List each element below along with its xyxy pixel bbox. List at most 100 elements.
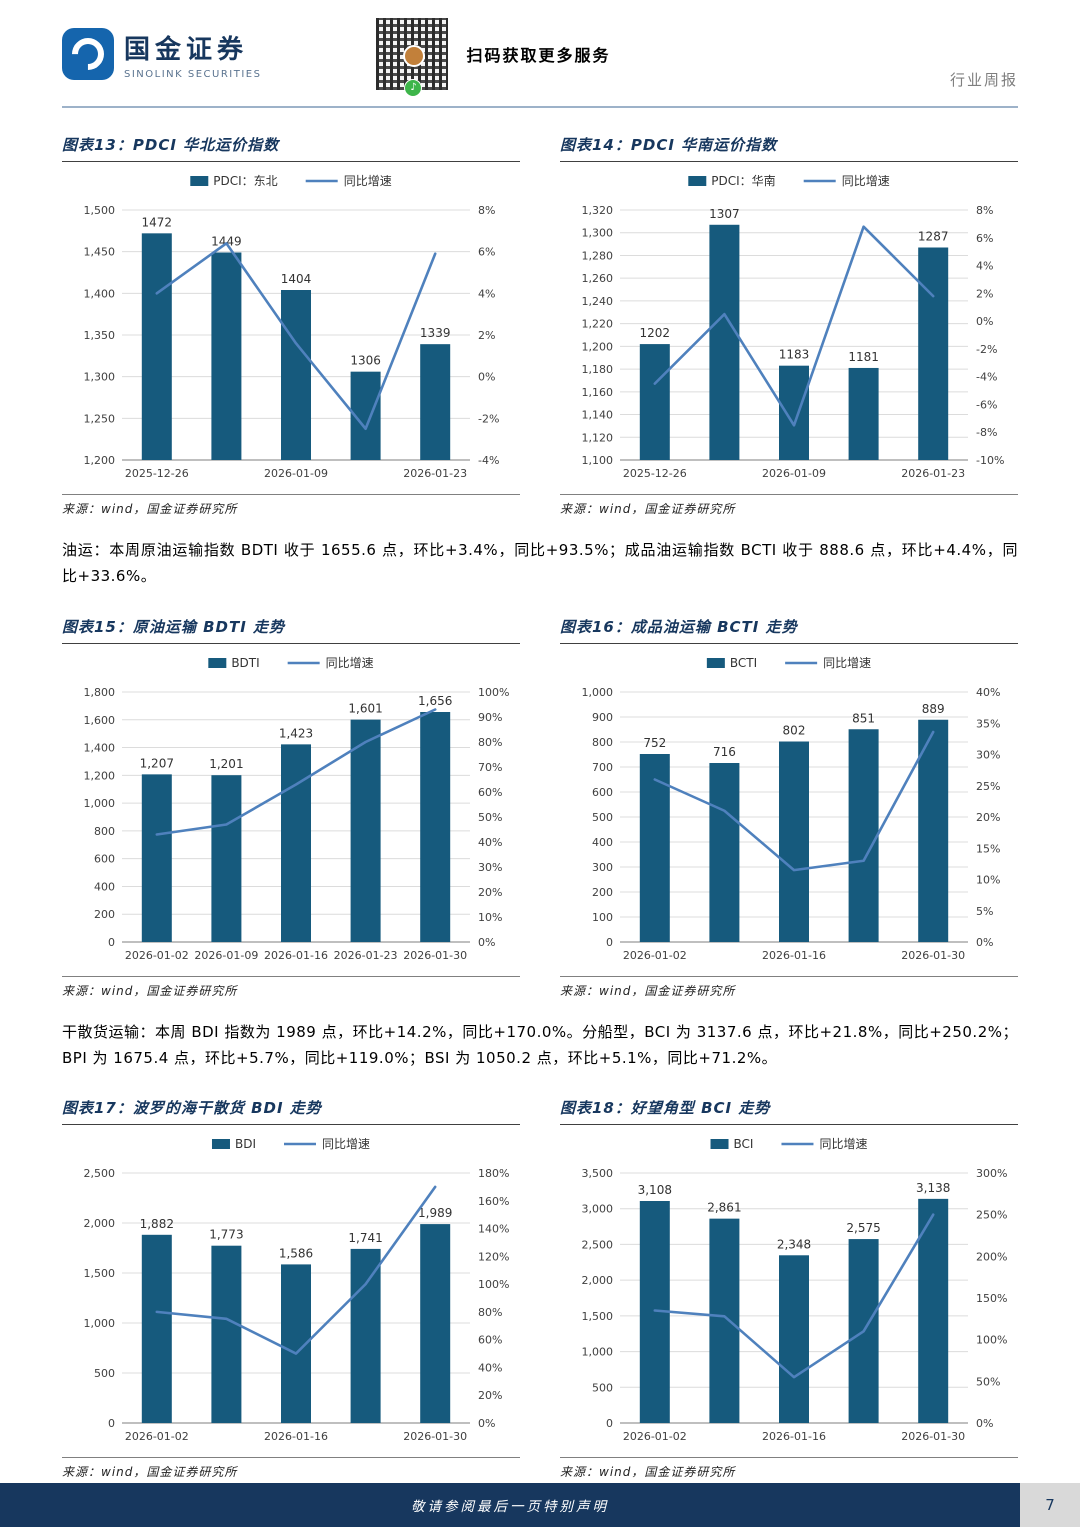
sinolink-logo-icon — [62, 28, 114, 80]
svg-text:1,280: 1,280 — [582, 249, 614, 262]
svg-text:2%: 2% — [478, 329, 495, 342]
svg-text:1,600: 1,600 — [84, 713, 116, 726]
svg-text:1,260: 1,260 — [582, 272, 614, 285]
chart-title: 图表15：原油运输 BDTI 走势 — [62, 616, 520, 644]
yoy-line — [653, 1213, 935, 1379]
svg-text:20%: 20% — [478, 1389, 502, 1402]
svg-text:3,138: 3,138 — [916, 1181, 950, 1195]
svg-text:1,500: 1,500 — [582, 1310, 614, 1323]
chart-title: 图表14：PDCI 华南运价指数 — [560, 134, 1018, 162]
svg-text:BCI: BCI — [734, 1137, 754, 1151]
bar — [848, 728, 879, 942]
svg-text:1,000: 1,000 — [84, 1317, 116, 1330]
svg-text:1,882: 1,882 — [140, 1217, 174, 1231]
chart-legend: BCTI 同比增速 — [706, 656, 871, 670]
svg-text:2,861: 2,861 — [707, 1201, 741, 1215]
chart-panel-16: 图表16：成品油运输 BCTI 走势 0 100 200 300 400 500 600 70… — [560, 616, 1018, 999]
yoy-line — [653, 225, 935, 427]
brand-name-en: SINOLINK SECURITIES — [124, 68, 262, 80]
svg-text:0: 0 — [606, 1417, 613, 1430]
svg-text:35%: 35% — [976, 717, 1000, 730]
svg-text:2026-01-30: 2026-01-30 — [901, 949, 965, 962]
svg-text:2,000: 2,000 — [84, 1217, 116, 1230]
svg-text:1,000: 1,000 — [84, 797, 116, 810]
bar — [141, 773, 172, 942]
svg-text:15%: 15% — [976, 842, 1000, 855]
svg-text:40%: 40% — [478, 836, 502, 849]
chart-title: 图表17：波罗的海干散货 BDI 走势 — [62, 1097, 520, 1125]
svg-text:1,450: 1,450 — [84, 246, 116, 259]
bar — [211, 1245, 242, 1423]
svg-text:700: 700 — [592, 761, 613, 774]
svg-text:60%: 60% — [478, 786, 502, 799]
svg-text:1,200: 1,200 — [84, 769, 116, 782]
svg-text:400: 400 — [94, 880, 115, 893]
bar — [420, 344, 451, 460]
svg-text:80%: 80% — [478, 736, 502, 749]
svg-text:180%: 180% — [478, 1167, 509, 1180]
svg-text:同比增速: 同比增速 — [322, 1137, 370, 1151]
paragraph-oil-shipping: 油运：本周原油运输指数 BDTI 收于 1655.6 点，环比+3.4%，同比+… — [62, 541, 1018, 586]
bar — [779, 1255, 809, 1423]
svg-text:同比增速: 同比增速 — [344, 174, 392, 188]
bar — [420, 1224, 451, 1423]
svg-text:2026-01-02: 2026-01-02 — [623, 1430, 687, 1443]
svg-text:同比增速: 同比增速 — [819, 1137, 867, 1151]
svg-text:2026-01-09: 2026-01-09 — [264, 467, 328, 480]
svg-text:0%: 0% — [976, 315, 993, 328]
svg-text:802: 802 — [783, 723, 806, 737]
svg-text:300%: 300% — [976, 1167, 1007, 1180]
svg-text:2026-01-09: 2026-01-09 — [762, 467, 826, 480]
svg-text:8%: 8% — [478, 204, 495, 217]
svg-text:2,000: 2,000 — [582, 1274, 614, 1287]
svg-text:1449: 1449 — [211, 235, 242, 249]
svg-text:-4%: -4% — [478, 454, 499, 467]
svg-text:1,120: 1,120 — [582, 431, 614, 444]
svg-text:PDCI：华南: PDCI：华南 — [711, 173, 775, 188]
svg-text:60%: 60% — [478, 1334, 502, 1347]
svg-text:150%: 150% — [976, 1292, 1007, 1305]
svg-text:0: 0 — [606, 936, 613, 949]
svg-text:2026-01-30: 2026-01-30 — [403, 1430, 467, 1443]
charts-row-2: 图表15：原油运输 BDTI 走势 0 200 400 600 800 1,000 1,20… — [62, 616, 1018, 999]
svg-text:5%: 5% — [976, 904, 993, 917]
svg-text:10%: 10% — [478, 911, 502, 924]
svg-text:4%: 4% — [478, 287, 495, 300]
svg-text:2,575: 2,575 — [846, 1221, 880, 1235]
chart-panel-17: 图表17：波罗的海干散货 BDI 走势 0 500 1,000 1,500 2,000 2… — [62, 1097, 520, 1480]
svg-text:-6%: -6% — [976, 398, 997, 411]
svg-text:2026-01-23: 2026-01-23 — [334, 949, 398, 962]
svg-text:1202: 1202 — [640, 326, 671, 340]
chart: 1,100 1,120 1,140 1,160 1,180 1,200 1,220 1,240… — [560, 164, 1018, 494]
svg-text:900: 900 — [592, 711, 613, 724]
chart: 0 500 1,000 1,500 2,000 2,500 3,000 3,500 0% 50% 1… — [560, 1127, 1018, 1457]
source-note: 来源：wind，国金证券研究所 — [62, 494, 520, 517]
svg-text:0%: 0% — [976, 1417, 993, 1430]
svg-text:1,800: 1,800 — [84, 686, 116, 699]
svg-text:25%: 25% — [976, 779, 1000, 792]
svg-text:1,200: 1,200 — [582, 340, 614, 353]
svg-text:2026-01-16: 2026-01-16 — [762, 1430, 826, 1443]
footer-disclaimer: 敬请参阅最后一页特别声明 — [0, 1483, 1020, 1527]
chart-canvas: 1,200 1,250 1,300 1,350 1,400 1,450 1,500 -4% -2… — [84, 174, 500, 480]
chart-canvas: 0 100 200 300 400 500 600 700 800 900 1,000 0% 5% 10%… — [582, 656, 1001, 962]
chart: 0 500 1,000 1,500 2,000 2,500 0% 20% 40% 60% 80% 10… — [62, 1127, 520, 1457]
source-note: 来源：wind，国金证券研究所 — [560, 1457, 1018, 1480]
svg-text:0: 0 — [108, 1417, 115, 1430]
svg-text:2025-12-26: 2025-12-26 — [125, 467, 189, 480]
svg-text:500: 500 — [592, 811, 613, 824]
svg-text:-2%: -2% — [478, 412, 499, 425]
charts-row-3: 图表17：波罗的海干散货 BDI 走势 0 500 1,000 1,500 2,000 2… — [62, 1097, 1018, 1480]
svg-text:1,741: 1,741 — [348, 1231, 382, 1245]
chart: 1,200 1,250 1,300 1,350 1,400 1,450 1,500 -4% -2… — [62, 164, 520, 494]
chart-canvas: 1,100 1,120 1,140 1,160 1,180 1,200 1,220 1,240… — [582, 173, 1005, 480]
qr-code-image — [376, 18, 449, 90]
chart-legend: PDCI：东北 同比增速 — [190, 174, 392, 188]
svg-text:600: 600 — [592, 786, 613, 799]
svg-text:1,200: 1,200 — [84, 454, 116, 467]
bar — [918, 719, 949, 942]
chart-panel-13: 图表13：PDCI 华北运价指数 1,200 1,250 1,300 1,350 1,4… — [62, 134, 520, 517]
svg-text:-8%: -8% — [976, 426, 997, 439]
svg-text:20%: 20% — [478, 886, 502, 899]
svg-text:1,500: 1,500 — [84, 1267, 116, 1280]
